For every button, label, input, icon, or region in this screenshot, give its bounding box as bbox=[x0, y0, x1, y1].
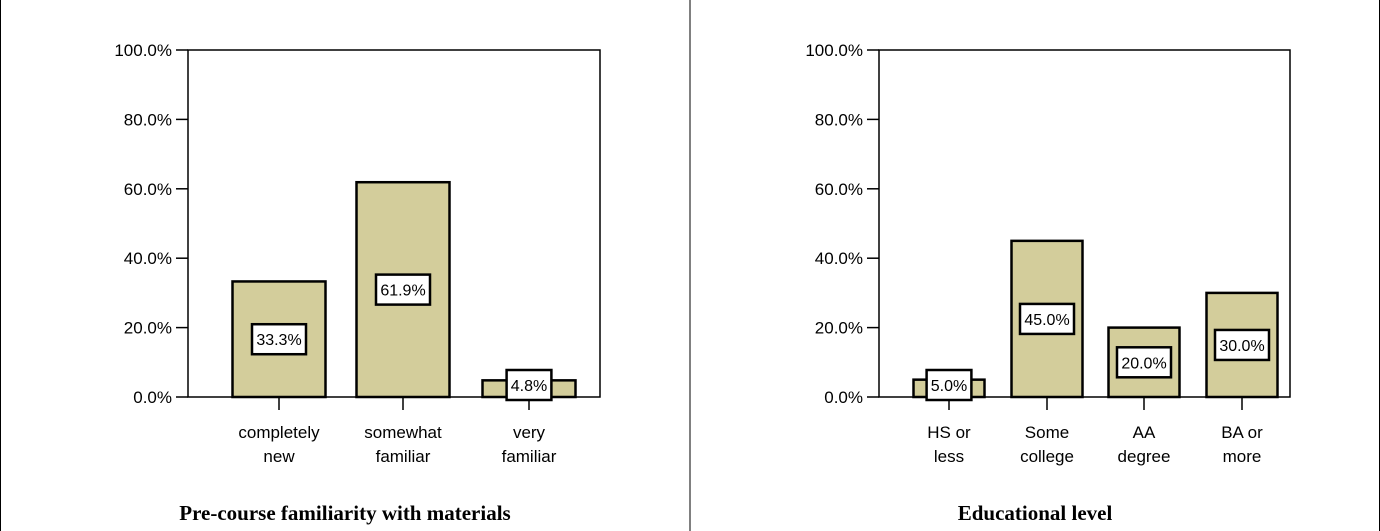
chart1-data-label: 5.0% bbox=[931, 378, 967, 395]
chart0-y-tick-label: 40.0% bbox=[124, 249, 172, 268]
chart1-data-label-box bbox=[1018, 302, 1076, 336]
chart0-title: Pre-course familiarity with materials bbox=[179, 501, 510, 525]
chart1-data-label: 20.0% bbox=[1121, 355, 1166, 372]
chart1-category-label: more bbox=[1223, 447, 1262, 466]
chart1-category-label: BA or bbox=[1221, 423, 1263, 442]
chart0-data-label-box bbox=[505, 368, 553, 402]
chart0-category-label: familiar bbox=[502, 447, 557, 466]
chart1-category-label: college bbox=[1020, 447, 1074, 466]
chart1-category-label: degree bbox=[1118, 447, 1171, 466]
familiarity-chart-panel: 0.0% 20.0% 40.0% 60.0% 80.0% 100.0% completely… bbox=[114, 41, 601, 525]
chart0-category-label: very bbox=[513, 423, 546, 442]
chart0-data-label: 61.9% bbox=[380, 283, 425, 300]
chart0-y-tick-label: 100.0% bbox=[114, 41, 172, 60]
chart1-title: Educational level bbox=[958, 501, 1113, 525]
chart0-data-label-box bbox=[250, 322, 308, 356]
chart0-y-tick-label: 80.0% bbox=[124, 110, 172, 129]
chart0-data-label: 33.3% bbox=[256, 332, 301, 349]
chart1-y-tick-label: 80.0% bbox=[815, 110, 863, 129]
chart1-category-label: AA bbox=[1133, 423, 1156, 442]
chart1-y-tick-label: 60.0% bbox=[815, 180, 863, 199]
chart0-category-label: new bbox=[263, 447, 295, 466]
chart0-category-label: somewhat bbox=[364, 423, 442, 442]
chart1-data-label-box bbox=[925, 368, 973, 402]
chart0-y-tick-label: 60.0% bbox=[124, 180, 172, 199]
chart1-category-label: less bbox=[934, 447, 964, 466]
chart0-category-label: completely bbox=[238, 423, 320, 442]
chart1-y-tick-label: 0.0% bbox=[824, 388, 863, 407]
chart1-category-label: HS or bbox=[927, 423, 971, 442]
chart0-category-label: familiar bbox=[376, 447, 431, 466]
chart1-category-label: Some bbox=[1025, 423, 1069, 442]
education-chart-panel: 0.0% 20.0% 40.0% 60.0% 80.0% 100.0% HS or less 5… bbox=[805, 41, 1291, 525]
chart1-data-label: 45.0% bbox=[1024, 312, 1069, 329]
chart1-y-tick-label: 20.0% bbox=[815, 319, 863, 338]
chart0-data-label-box bbox=[374, 273, 432, 306]
chart1-y-tick-label: 40.0% bbox=[815, 249, 863, 268]
chart0-y-tick-label: 0.0% bbox=[133, 388, 172, 407]
chart0-y-tick-label: 20.0% bbox=[124, 319, 172, 338]
chart0-data-label: 4.8% bbox=[511, 378, 547, 395]
chart1-y-tick-label: 100.0% bbox=[805, 41, 863, 60]
chart1-data-label: 30.0% bbox=[1219, 338, 1264, 355]
chart1-data-label-box bbox=[1213, 328, 1271, 362]
chart1-data-label-box bbox=[1115, 346, 1173, 379]
